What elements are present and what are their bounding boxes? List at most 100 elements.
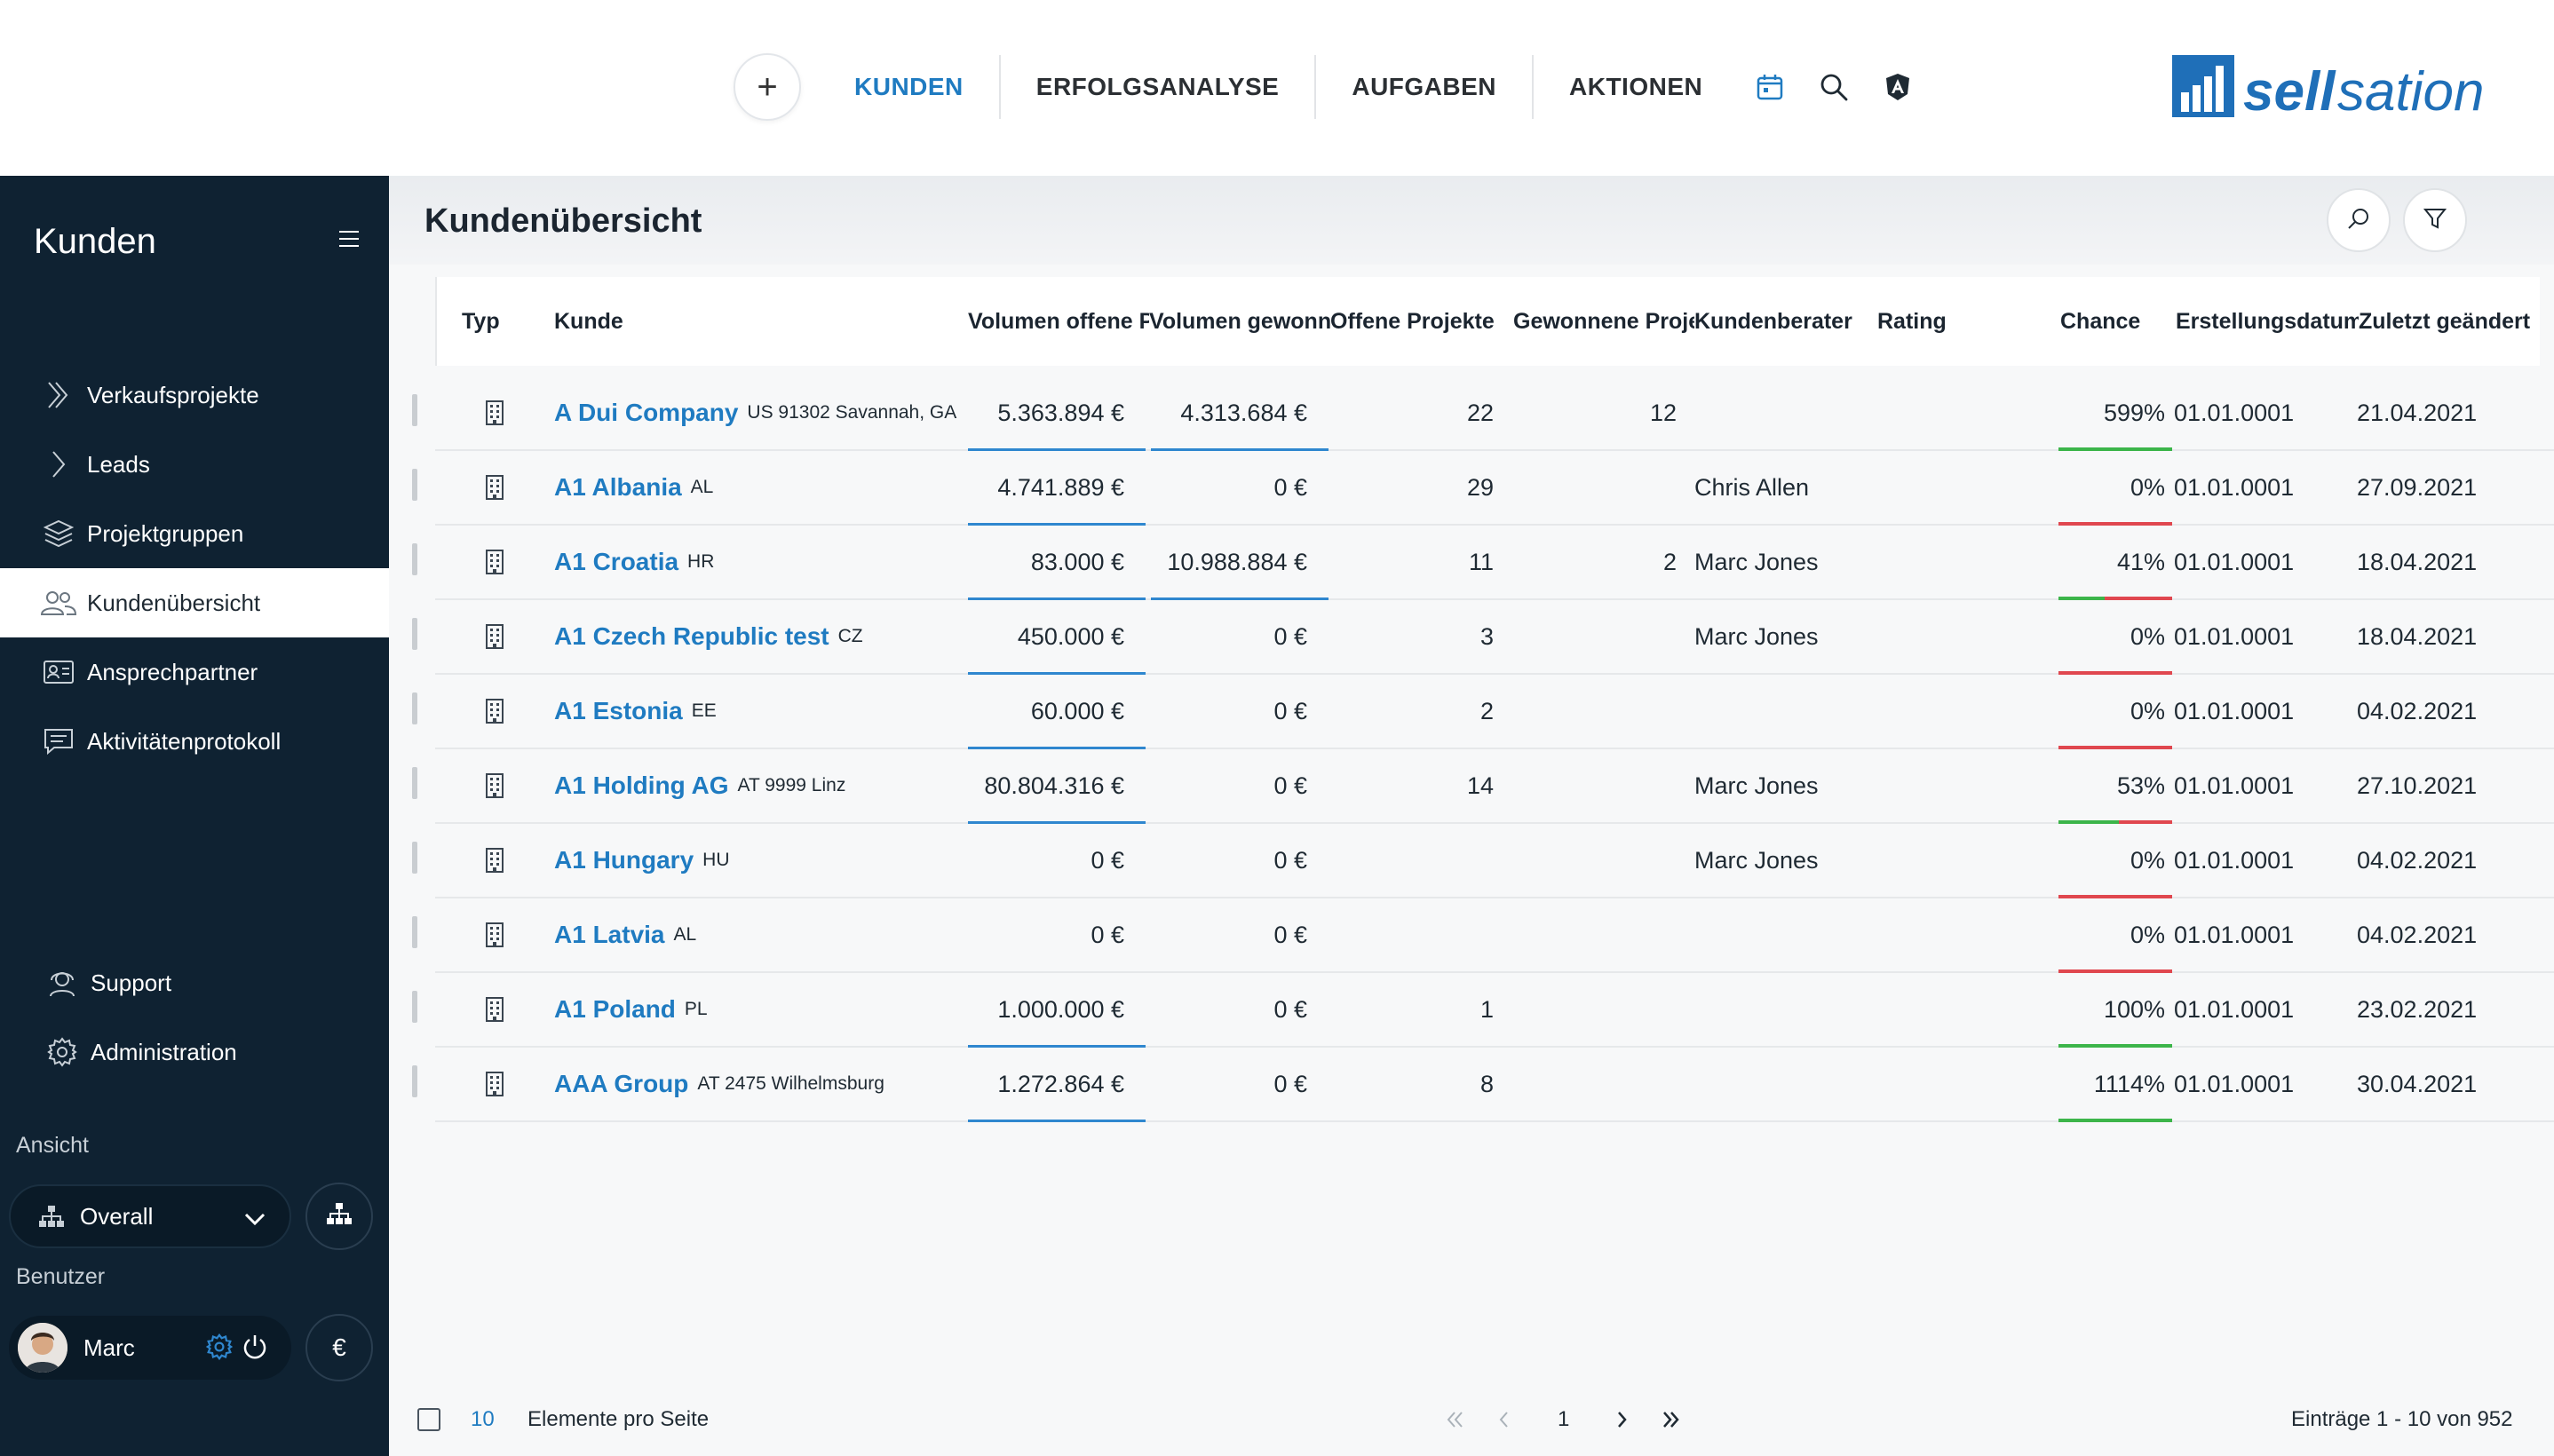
sidebar-item-label: Leads (87, 450, 150, 478)
column-header-volumen-gewonnen[interactable]: Volumen gewonn (1149, 308, 1330, 334)
row-drag-handle[interactable] (412, 1065, 417, 1097)
sidebar-item-ansprechpartner[interactable]: Ansprechpartner (0, 637, 389, 707)
column-header-erstellungsdatum[interactable]: Erstellungsdatum (2176, 308, 2359, 334)
org-chart-icon (326, 1202, 353, 1231)
customer-link[interactable]: A1 Poland (554, 995, 676, 1023)
row-drag-handle[interactable] (412, 469, 417, 501)
sidebar-item-administration[interactable]: Administration (0, 1017, 389, 1087)
customer-link[interactable]: AAA Group (554, 1070, 689, 1097)
table-row[interactable]: A1 Czech Republic test CZ 450.000 € 0 € 3 Mar… (389, 600, 2554, 675)
column-header-zuletzt-geaendert[interactable]: Zuletzt geändert (2359, 308, 2531, 334)
add-button[interactable]: + (734, 53, 801, 121)
column-header-rating[interactable]: Rating (1877, 308, 1947, 334)
column-header-kundenberater[interactable]: Kundenberater (1694, 308, 1852, 334)
chance-bar-fill (2058, 1119, 2172, 1122)
customer-link[interactable]: A1 Hungary (554, 846, 694, 874)
row-drag-handle[interactable] (412, 692, 417, 724)
previous-page-button[interactable] (1495, 1383, 1513, 1456)
table-row[interactable]: A1 Estonia EE 60.000 € 0 € 2 0% 01.01.0001 04.0… (389, 675, 2554, 749)
customer-link[interactable]: A1 Croatia (554, 548, 679, 575)
filter-button[interactable] (2403, 188, 2467, 252)
calendar-icon[interactable] (1738, 55, 1802, 119)
volume-won-cell: 0 € (1273, 772, 1307, 799)
row-drag-handle[interactable] (412, 543, 417, 575)
chance-bar-fill (2058, 1044, 2172, 1048)
volume-won-cell: 0 € (1273, 846, 1307, 874)
sidebar-item-kundenuebersicht[interactable]: Kundenübersicht (0, 568, 389, 637)
chance-bar-fill (2058, 820, 2119, 824)
open-projects-cell: 22 (1466, 399, 1494, 426)
row-divider (435, 1120, 2554, 1122)
customer-cell: A1 Czech Republic test CZ (554, 600, 963, 673)
row-drag-handle[interactable] (412, 916, 417, 948)
table-row[interactable]: A1 Albania AL 4.741.889 € 0 € 29 Chris Allen 0… (389, 451, 2554, 526)
open-projects-cell: 29 (1466, 473, 1494, 501)
power-icon[interactable] (242, 1333, 268, 1366)
table-row[interactable]: A1 Poland PL 1.000.000 € 0 € 1 100% 01.01.0001… (389, 973, 2554, 1048)
table-header: Typ Kunde Volumen offene P Volumen gewon… (435, 277, 2540, 366)
open-projects-cell (1330, 898, 1494, 971)
user-label: Benutzer (16, 1264, 106, 1289)
column-header-typ[interactable]: Typ (462, 308, 500, 334)
user-menu[interactable]: Marc (9, 1316, 291, 1380)
column-header-chance[interactable]: Chance (2060, 308, 2141, 334)
nav-erfolgsanalyse[interactable]: ERFOLGSANALYSE (1035, 73, 1280, 100)
first-page-button[interactable] (1444, 1383, 1467, 1456)
settings-gear-icon[interactable] (205, 1333, 234, 1366)
sidebar-title: Kunden (34, 222, 156, 261)
sidebar-item-leads[interactable]: Leads (0, 430, 389, 499)
chance-cell: 0% (2058, 451, 2172, 526)
view-value: Overall (80, 1202, 154, 1230)
customer-link[interactable]: A Dui Company (554, 399, 739, 426)
row-drag-handle[interactable] (412, 842, 417, 874)
column-header-volumen-offen[interactable]: Volumen offene P (968, 308, 1149, 334)
select-all-checkbox[interactable] (417, 1383, 440, 1456)
table-row[interactable]: A1 Holding AG AT 9999 Linz 80.804.316 € 0 €… (389, 749, 2554, 824)
sidebar-item-support[interactable]: Support (0, 948, 389, 1017)
sidebar-item-label: Ansprechpartner (87, 658, 258, 685)
created-date-cell: 01.01.0001 (2174, 1070, 2295, 1097)
table-row[interactable]: A Dui Company US 91302 Savannah, GA 5.363.… (389, 376, 2554, 451)
last-page-button[interactable] (1659, 1383, 1682, 1456)
hamburger-menu-icon[interactable] (337, 229, 364, 252)
search-button[interactable] (2327, 188, 2391, 252)
rating-cell (1877, 749, 2055, 822)
table-row[interactable]: AAA Group AT 2475 Wilhelmsburg 1.272.864 €… (389, 1048, 2554, 1122)
customer-link[interactable]: A1 Albania (554, 473, 682, 501)
open-projects-cell (1330, 824, 1494, 897)
table-row[interactable]: A1 Latvia AL 0 € 0 € 0% 01.01.0001 04.02.2021 (389, 898, 2554, 973)
view-select[interactable]: Overall (9, 1184, 291, 1248)
row-drag-handle[interactable] (412, 394, 417, 426)
row-drag-handle[interactable] (412, 618, 417, 650)
chance-cell: 0% (2058, 600, 2172, 675)
row-drag-handle[interactable] (412, 991, 417, 1023)
page-size-select[interactable]: 10 (471, 1407, 495, 1431)
nav-aktionen[interactable]: AKTIONEN (1569, 73, 1703, 100)
sidebar-item-aktivitaetenprotokoll[interactable]: Aktivitätenprotokoll (0, 707, 389, 776)
column-header-offene-projekte[interactable]: Offene Projekte (1330, 308, 1495, 334)
table-row[interactable]: A1 Hungary HU 0 € 0 € Marc Jones 0% 01.01.0001… (389, 824, 2554, 898)
customer-link[interactable]: A1 Latvia (554, 921, 665, 948)
nav-kunden[interactable]: KUNDEN (854, 73, 964, 100)
created-date-cell: 01.01.0001 (2174, 473, 2295, 501)
advisor-cell: Marc Jones (1694, 772, 1819, 799)
column-header-kunde[interactable]: Kunde (554, 308, 623, 334)
angular-icon[interactable] (1866, 55, 1930, 119)
sidebar-item-verkaufsprojekte[interactable]: Verkaufsprojekte (0, 360, 389, 430)
table-row[interactable]: A1 Croatia HR 83.000 € 10.988.884 € 11 2 Marc … (389, 526, 2554, 600)
advisor-cell: Marc Jones (1694, 548, 1819, 575)
current-page[interactable]: 1 (1558, 1407, 1570, 1431)
sidebar-item-projektgruppen[interactable]: Projektgruppen (0, 499, 389, 568)
customer-link[interactable]: A1 Czech Republic test (554, 622, 829, 650)
org-chart-button[interactable] (305, 1183, 373, 1250)
volume-open-underline (968, 672, 1146, 675)
svg-text:sell: sell (2243, 61, 2336, 121)
column-header-gewonnene-projekte[interactable]: Gewonnene Proje (1513, 308, 1694, 334)
currency-button[interactable]: € (305, 1314, 373, 1381)
nav-aufgaben[interactable]: AUFGABEN (1352, 73, 1497, 100)
customer-link[interactable]: A1 Estonia (554, 697, 683, 724)
row-drag-handle[interactable] (412, 767, 417, 799)
customer-link[interactable]: A1 Holding AG (554, 772, 729, 799)
next-page-button[interactable] (1613, 1383, 1630, 1456)
search-icon[interactable] (1802, 55, 1866, 119)
